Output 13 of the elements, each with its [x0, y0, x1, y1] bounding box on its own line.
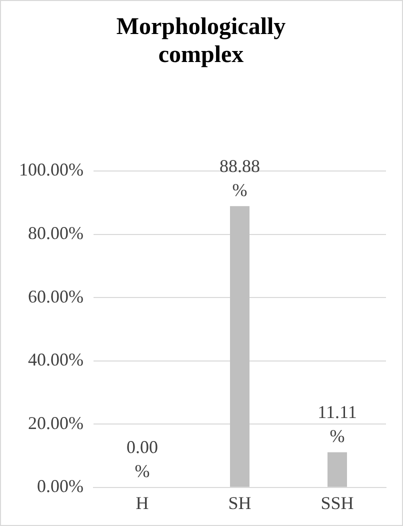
x-tick-label: H: [136, 492, 149, 513]
y-tick-label: 40.00%: [28, 350, 84, 370]
y-tick-label: 80.00%: [28, 223, 84, 244]
y-tick-label: 0.00%: [36, 476, 84, 496]
x-tick-label: SSH: [320, 492, 354, 513]
x-tick-label: SH: [228, 492, 252, 513]
y-tick-label: 20.00%: [28, 412, 84, 433]
y-tick-label: 100.00%: [18, 160, 84, 180]
data-label: 88.88%: [219, 156, 260, 200]
data-label: 11.11%: [318, 402, 357, 446]
y-tick-label: 60.00%: [28, 286, 84, 306]
data-label: 0.00%: [126, 437, 158, 482]
chart-title: Morphologically complex: [115, 13, 287, 69]
